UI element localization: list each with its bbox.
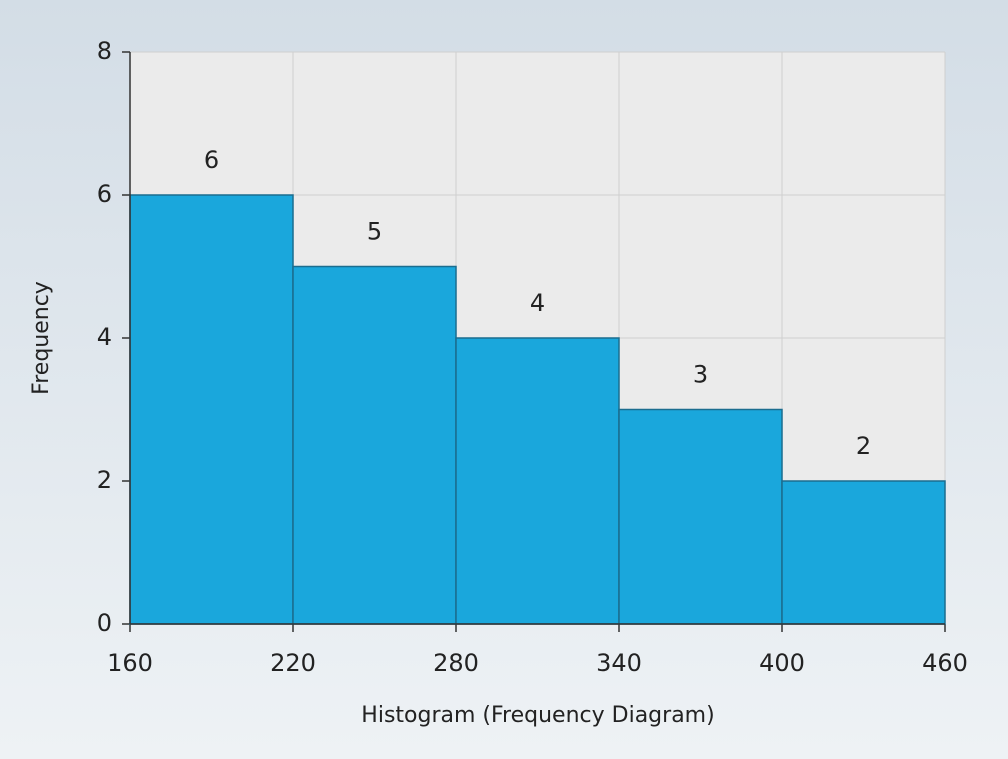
x-tick-label: 340 bbox=[596, 649, 642, 677]
y-axis-label: Frequency bbox=[29, 281, 54, 395]
x-axis-label: Histogram (Frequency Diagram) bbox=[361, 703, 714, 728]
data-label: 5 bbox=[367, 218, 382, 246]
bar bbox=[455, 337, 620, 625]
x-tick-label: 160 bbox=[107, 649, 153, 677]
y-tick-label: 6 bbox=[97, 180, 112, 208]
y-tick-label: 8 bbox=[97, 37, 112, 65]
bar bbox=[292, 265, 457, 625]
x-tick-label: 400 bbox=[759, 649, 805, 677]
y-tick-label: 0 bbox=[97, 609, 112, 637]
bar bbox=[781, 480, 946, 625]
data-label: 4 bbox=[530, 289, 545, 317]
data-label: 6 bbox=[204, 146, 219, 174]
bar bbox=[618, 408, 783, 625]
data-label: 3 bbox=[693, 361, 708, 389]
y-tick-label: 2 bbox=[97, 466, 112, 494]
y-tick-label: 4 bbox=[97, 323, 112, 351]
bar bbox=[129, 194, 294, 625]
data-label: 2 bbox=[856, 432, 871, 460]
x-tick-label: 220 bbox=[270, 649, 316, 677]
x-tick-label: 460 bbox=[922, 649, 968, 677]
x-tick-label: 280 bbox=[433, 649, 479, 677]
